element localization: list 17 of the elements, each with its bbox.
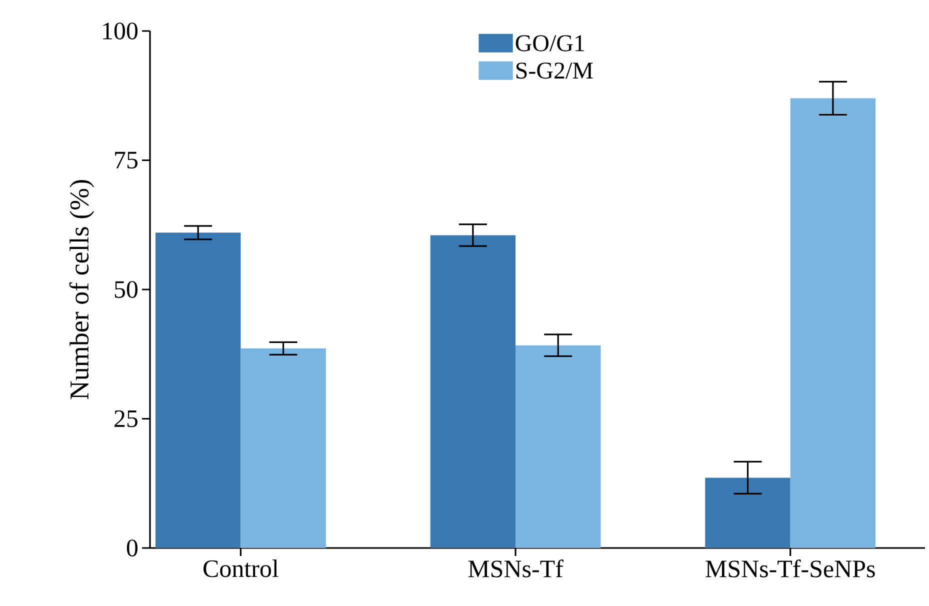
y-axis-title: Number of cells (%) — [69, 180, 94, 400]
bar — [240, 348, 326, 548]
legend-label: GO/G1 — [516, 35, 584, 52]
bar — [705, 478, 790, 548]
bar — [790, 98, 876, 548]
x-tick-label: Control — [204, 560, 278, 578]
y-tick-label: 75 — [115, 152, 138, 169]
y-tick-label: 0 — [126, 540, 138, 556]
legend-label: S-G2/M — [516, 62, 593, 79]
x-tick-label: MSNs-Tf-SeNPs — [706, 560, 875, 578]
bar — [516, 345, 601, 548]
x-tick-label: MSNs-Tf — [468, 560, 564, 578]
bar — [156, 232, 241, 548]
y-tick-label: 50 — [114, 281, 138, 298]
y-tick-label: 25 — [114, 410, 138, 428]
bar — [430, 235, 516, 548]
y-tick-label: 100 — [103, 22, 138, 40]
